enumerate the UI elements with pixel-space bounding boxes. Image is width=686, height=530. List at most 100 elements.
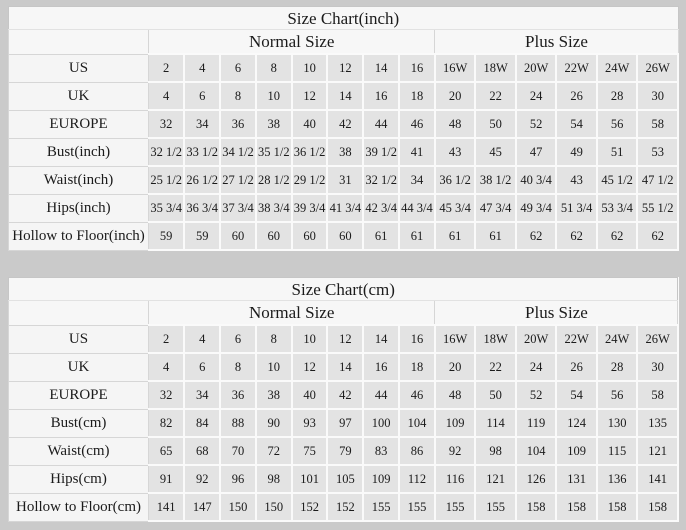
size-value-cell: 29 1/2 xyxy=(290,165,329,195)
size-value-cell: 33 1/2 xyxy=(183,137,222,167)
size-value-cell: 44 3/4 xyxy=(398,193,436,223)
size-value-cell: 59 xyxy=(148,221,186,251)
column-group-plus-size: Plus Size xyxy=(434,29,679,55)
size-value-cell: 147 xyxy=(183,492,222,522)
size-value-cell: 28 xyxy=(595,352,639,382)
size-value-cell: 20W xyxy=(514,324,558,354)
column-group-normal-size: Normal Size xyxy=(147,29,436,55)
row-label: Hollow to Floor(cm) xyxy=(8,492,149,522)
size-value-cell: 52 xyxy=(514,380,558,410)
size-value-cell: 6 xyxy=(183,352,222,382)
size-value-cell: 68 xyxy=(183,436,222,466)
size-value-cell: 158 xyxy=(636,492,679,522)
size-value-cell: 38 3/4 xyxy=(254,193,293,223)
size-value-cell: 30 xyxy=(636,81,680,111)
size-value-cell: 105 xyxy=(326,464,365,494)
table-row: Bust(cm) 82 84 88 90 93 97 100 104 109 114 119 124 13… xyxy=(8,408,679,438)
size-value-cell: 12 xyxy=(326,53,365,83)
size-value-cell: 90 xyxy=(254,408,293,438)
size-value-cell: 86 xyxy=(398,436,436,466)
size-value-cell: 96 xyxy=(219,464,257,494)
column-group-row: Normal Size Plus Size xyxy=(8,300,679,326)
size-value-cell: 22W xyxy=(555,53,598,83)
size-value-cell: 141 xyxy=(636,464,679,494)
size-value-cell: 40 xyxy=(290,109,329,139)
size-value-cell: 109 xyxy=(433,408,477,438)
size-value-cell: 101 xyxy=(290,464,329,494)
size-value-cell: 38 xyxy=(254,109,293,139)
size-value-cell: 35 1/2 xyxy=(254,137,293,167)
size-value-cell: 54 xyxy=(555,109,598,139)
size-value-cell: 52 xyxy=(514,109,558,139)
size-value-cell: 37 3/4 xyxy=(219,193,257,223)
size-value-cell: 48 xyxy=(433,109,477,139)
size-value-cell: 84 xyxy=(183,408,222,438)
size-value-cell: 32 xyxy=(148,380,186,410)
column-group-normal-size: Normal Size xyxy=(147,300,436,326)
size-value-cell: 98 xyxy=(254,464,293,494)
size-value-cell: 12 xyxy=(290,352,329,382)
size-value-cell: 18 xyxy=(398,81,436,111)
size-value-cell: 51 3/4 xyxy=(555,193,598,223)
size-value-cell: 10 xyxy=(290,53,329,83)
table-row: Hollow to Floor(inch) 59 59 60 60 60 60 61 61 61 6… xyxy=(8,221,680,251)
size-value-cell: 26 1/2 xyxy=(183,165,222,195)
size-value-cell: 121 xyxy=(474,464,517,494)
size-value-cell: 58 xyxy=(636,109,680,139)
size-value-cell: 62 xyxy=(636,221,680,251)
size-value-cell: 152 xyxy=(290,492,329,522)
size-value-cell: 2 xyxy=(148,324,186,354)
size-value-cell: 27 1/2 xyxy=(219,165,257,195)
row-label: UK xyxy=(8,352,149,382)
size-value-cell: 114 xyxy=(474,408,517,438)
size-value-cell: 31 xyxy=(326,165,365,195)
size-value-cell: 24W xyxy=(595,53,639,83)
size-value-cell: 60 xyxy=(290,221,329,251)
size-value-cell: 115 xyxy=(595,436,639,466)
size-value-cell: 49 xyxy=(555,137,598,167)
size-value-cell: 51 xyxy=(595,137,639,167)
size-value-cell: 16 xyxy=(362,81,401,111)
size-value-cell: 38 xyxy=(326,137,365,167)
size-value-cell: 36 1/2 xyxy=(433,165,477,195)
row-label: Hips(inch) xyxy=(8,193,149,223)
size-value-cell: 150 xyxy=(219,492,257,522)
size-value-cell: 104 xyxy=(398,408,436,438)
row-label: Hollow to Floor(inch) xyxy=(8,221,149,251)
size-value-cell: 42 xyxy=(326,380,365,410)
size-value-cell: 62 xyxy=(514,221,558,251)
size-value-cell: 16 xyxy=(362,352,401,382)
table-title-row: Size Chart(cm) xyxy=(8,277,678,301)
size-value-cell: 45 xyxy=(474,137,517,167)
size-value-cell: 109 xyxy=(555,436,598,466)
size-value-cell: 92 xyxy=(433,436,477,466)
size-value-cell: 25 1/2 xyxy=(148,165,186,195)
size-value-cell: 155 xyxy=(474,492,517,522)
size-value-cell: 116 xyxy=(433,464,477,494)
size-value-cell: 40 3/4 xyxy=(514,165,558,195)
size-value-cell: 47 xyxy=(514,137,558,167)
size-value-cell: 34 xyxy=(183,109,222,139)
size-value-cell: 22 xyxy=(474,352,517,382)
size-value-cell: 100 xyxy=(362,408,401,438)
size-value-cell: 6 xyxy=(219,324,257,354)
size-value-cell: 8 xyxy=(254,324,293,354)
size-value-cell: 47 3/4 xyxy=(474,193,517,223)
size-value-cell: 10 xyxy=(254,352,293,382)
size-value-cell: 34 xyxy=(398,165,436,195)
size-value-cell: 36 1/2 xyxy=(290,137,329,167)
size-value-cell: 136 xyxy=(595,464,639,494)
size-value-cell: 18W xyxy=(474,324,517,354)
size-value-cell: 92 xyxy=(183,464,222,494)
size-value-cell: 20 xyxy=(433,81,477,111)
size-value-cell: 61 xyxy=(398,221,436,251)
size-value-cell: 14 xyxy=(326,81,365,111)
size-value-cell: 49 3/4 xyxy=(514,193,558,223)
size-value-cell: 39 3/4 xyxy=(290,193,329,223)
table-title-row: Size Chart(inch) xyxy=(8,6,679,30)
size-value-cell: 4 xyxy=(183,324,222,354)
size-value-cell: 45 3/4 xyxy=(433,193,477,223)
size-value-cell: 88 xyxy=(219,408,257,438)
size-value-cell: 32 xyxy=(148,109,186,139)
size-value-cell: 43 xyxy=(555,165,598,195)
